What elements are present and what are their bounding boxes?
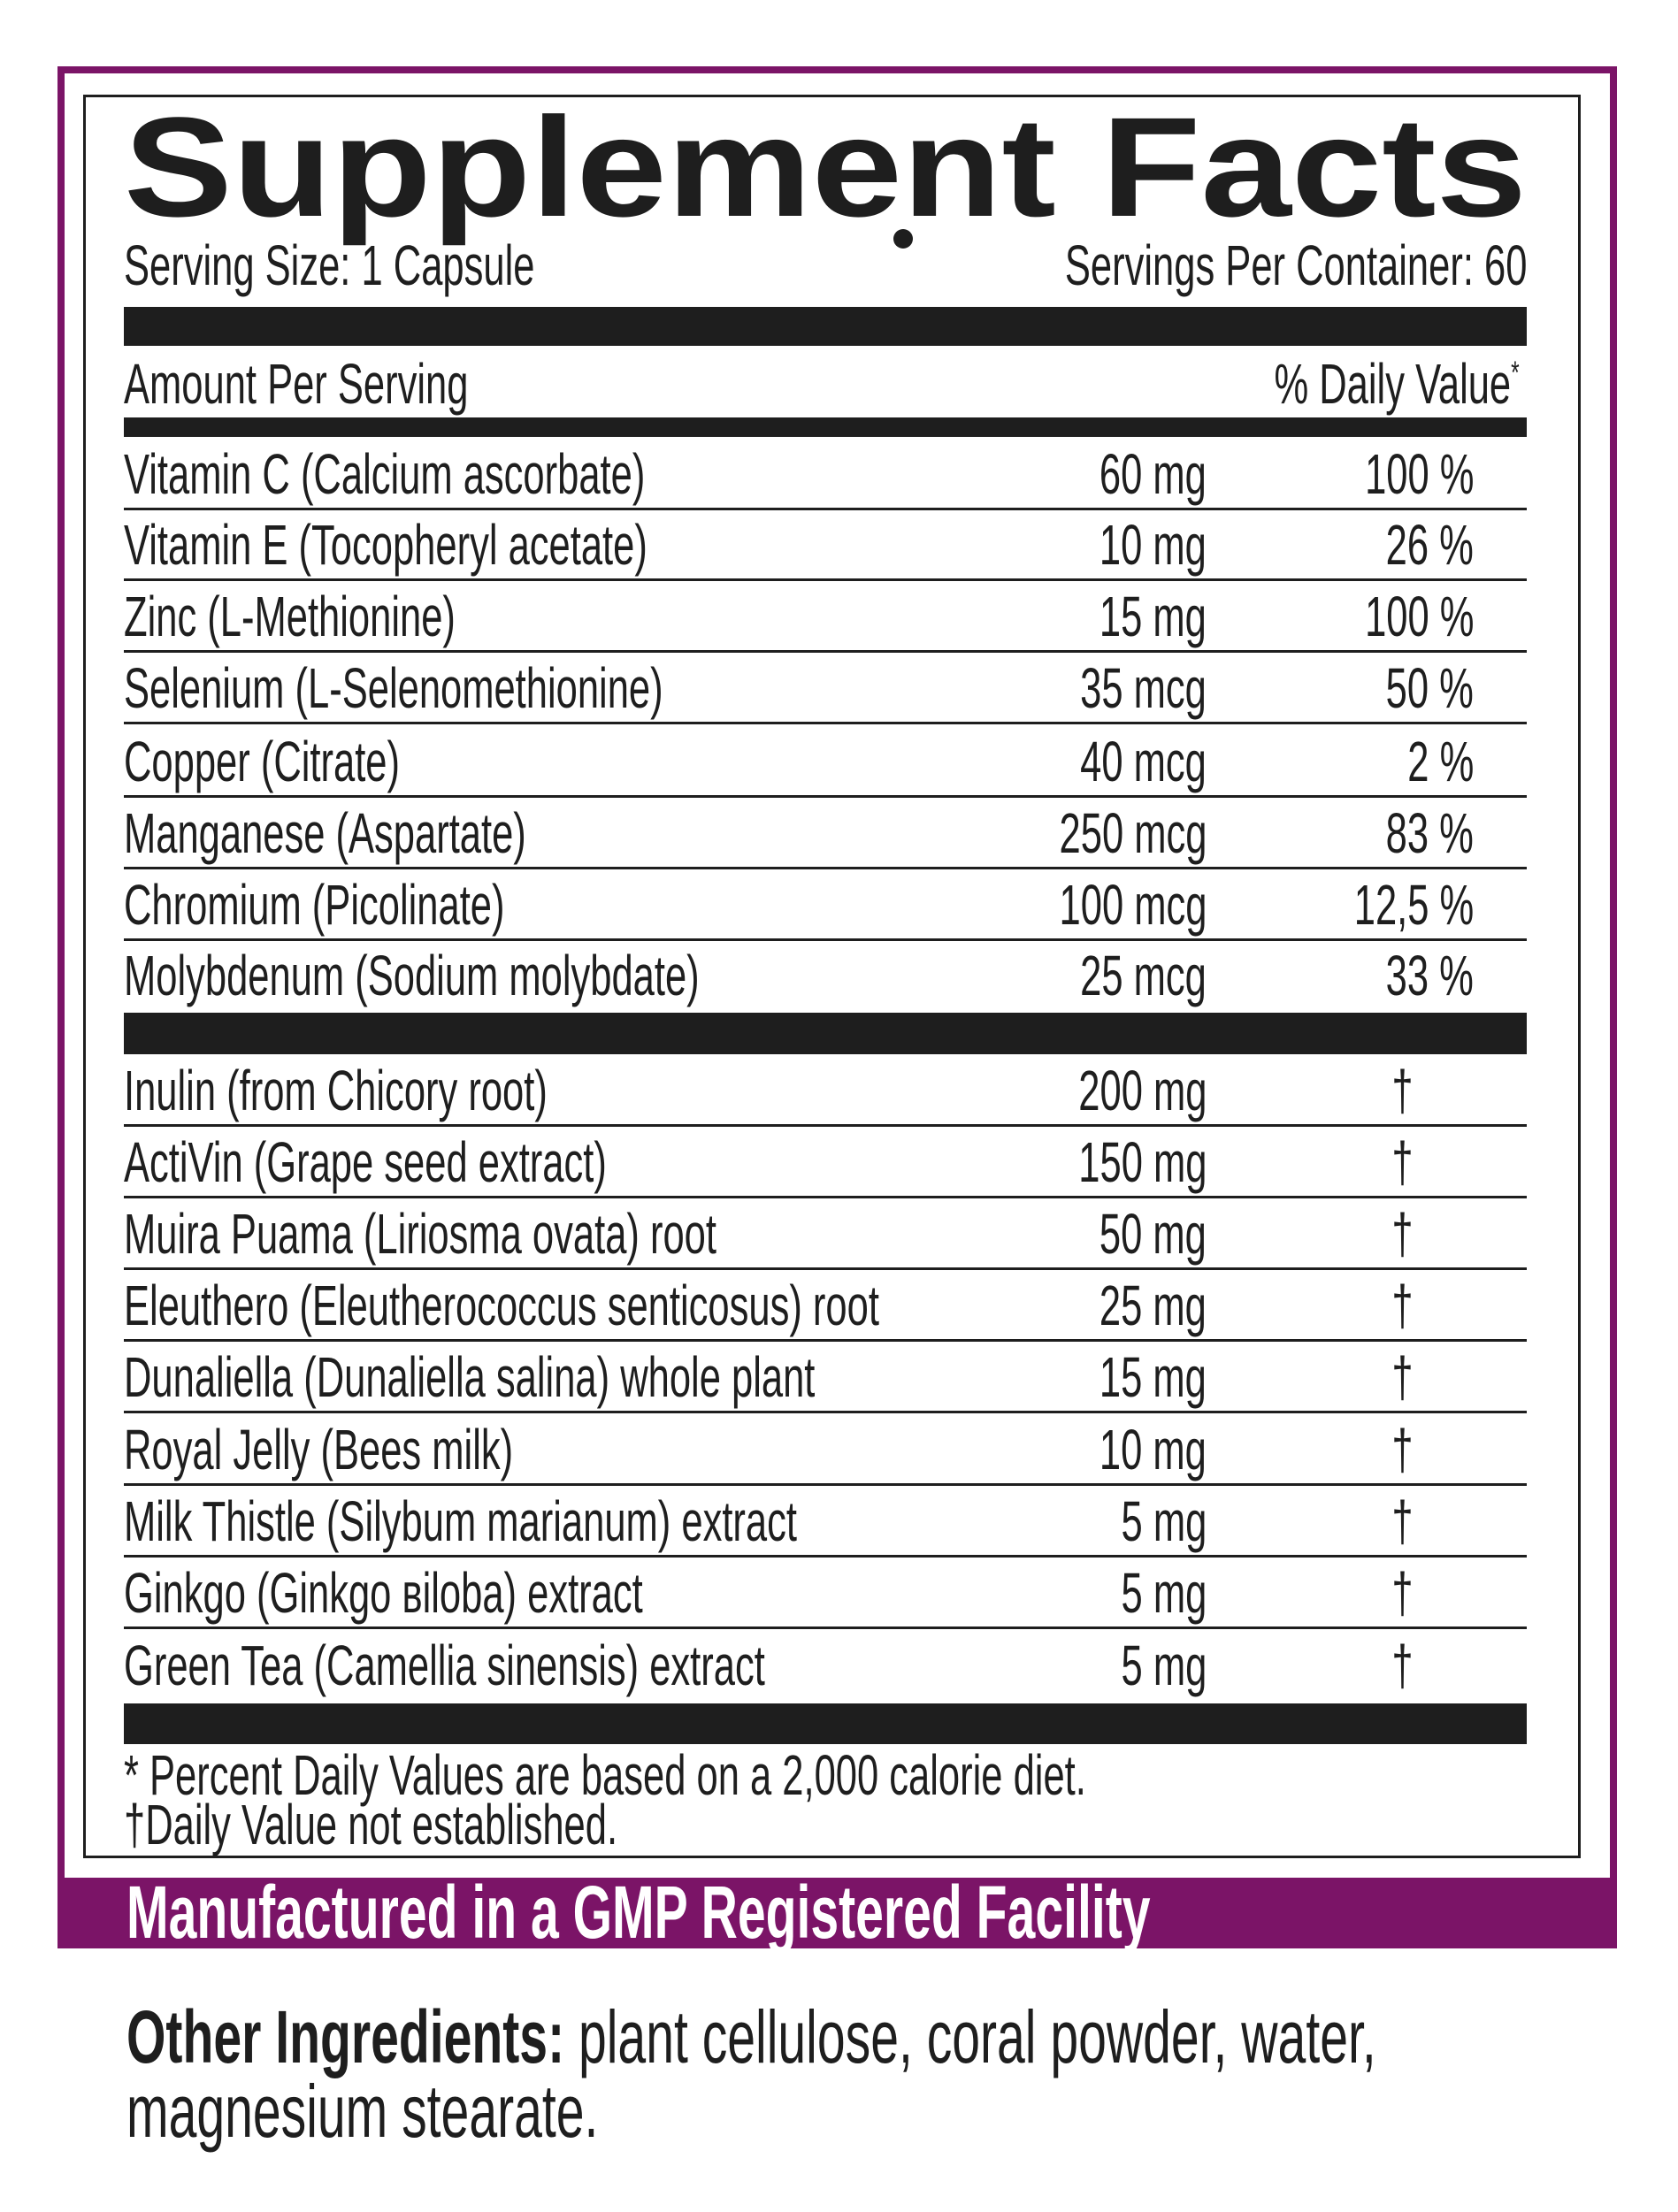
- ingredient-row: Selenium (L-Selenomethionine) 35 mcg 50 %: [124, 652, 1527, 724]
- outer-frame: [57, 66, 1617, 1948]
- ingredient-row: Manganese (Aspartate) 250 mcg 83 %: [124, 797, 1527, 869]
- ingredient-name: Muira Puama (Liriosma ovata) root: [124, 1202, 716, 1266]
- facts-title-svg: Supplement Facts: [124, 97, 1527, 246]
- ingredient-amount: 250 mcg: [1059, 801, 1207, 865]
- ingredient-amount: 5 mg: [1121, 1561, 1207, 1625]
- amount-per-serving: Amount Per Serving: [124, 352, 469, 416]
- ingredient-amount: 60 mg: [1100, 442, 1207, 506]
- ingredient-row: Vitamin C (Calcium ascorbate) 60 mg 100 %: [124, 438, 1527, 510]
- other-ingredients-text: magnesium stearate.: [126, 2070, 599, 2153]
- ingredient-row: Chromium (Picolinate) 100 mcg 12,5 %: [124, 869, 1527, 941]
- ingredient-daily-value: 50 %: [1385, 656, 1474, 720]
- other-ingredients-label: Other Ingredients:: [126, 1995, 565, 2078]
- facts-title: Supplement Facts: [124, 97, 1527, 246]
- ingredient-amount: 10 mg: [1100, 513, 1207, 577]
- daily-value-dagger: †: [1391, 1202, 1414, 1266]
- other-ingredients-text: plant cellulose, coral powder, water,: [564, 1995, 1376, 2078]
- divider-bar: [124, 1013, 1527, 1054]
- ingredient-amount: 200 mg: [1077, 1059, 1207, 1122]
- facility-banner-text: Manufactured in a GMP Registered Facilit…: [126, 1871, 1151, 1954]
- ingredient-name: Milk Thistle (Silybum marianum) extract: [124, 1489, 797, 1553]
- ingredient-daily-value: 26 %: [1385, 513, 1474, 577]
- ingredient-row: Inulin (from Chicory root) 200 mg †: [124, 1054, 1527, 1127]
- daily-value-dagger: †: [1391, 1561, 1414, 1625]
- daily-value-dagger: †: [1391, 1489, 1414, 1553]
- other-ingredients-line-2: magnesium stearate.: [126, 2067, 820, 2155]
- bullet-dot: [893, 229, 913, 249]
- ingredient-name: Molybdenum (Sodium molybdate): [124, 944, 700, 1007]
- ingredient-row: ActiVin (Grape seed extract) 150 mg †: [124, 1126, 1527, 1198]
- ingredient-row: Eleuthero (Eleutherococcus senticosus) r…: [124, 1269, 1527, 1342]
- footnote-2: †Daily Value not established.: [124, 1788, 1527, 1861]
- ingredient-name: Manganese (Aspartate): [124, 801, 526, 865]
- asterisk-mark: *: [1511, 354, 1520, 391]
- footnote-1: * Percent Daily Values are based on a 2,…: [124, 1739, 1527, 1811]
- other-ingredients-line-1: Other Ingredients: plant cellulose, cora…: [126, 1993, 1678, 2081]
- divider-bar: [124, 417, 1527, 437]
- ingredient-row: Zinc (L-Methionine) 15 mg 100 %: [124, 580, 1527, 653]
- ingredient-row: Molybdenum (Sodium molybdate) 25 mcg 33 %: [124, 939, 1527, 1012]
- ingredient-name: Green Tea (Camellia sinensis) extract: [124, 1634, 765, 1697]
- ingredient-row: Vitamin E (Tocopheryl acetate) 10 mg 26 %: [124, 509, 1527, 581]
- daily-value-header: % Daily Value*: [1275, 348, 1520, 420]
- ingredient-amount: 25 mg: [1100, 1274, 1207, 1337]
- servings-per-container: Servings Per Container: 60: [1064, 233, 1527, 297]
- ingredient-name: Ginkgo (Ginkgo вiloba) extract: [124, 1561, 643, 1625]
- daily-value-label: % Daily Value: [1274, 352, 1512, 416]
- ingredient-row: Copper (Citrate) 40 mcg 2 %: [124, 725, 1527, 798]
- divider-bar: [124, 307, 1527, 346]
- ingredient-amount: 50 mg: [1100, 1202, 1207, 1266]
- daily-value-dagger: †: [1391, 1274, 1414, 1337]
- daily-value-dagger: †: [1391, 1418, 1414, 1481]
- ingredient-amount: 25 mcg: [1080, 944, 1207, 1007]
- ingredient-daily-value: 100 %: [1364, 442, 1474, 506]
- ingredient-name: Inulin (from Chicory root): [124, 1059, 548, 1122]
- ingredient-row: Green Tea (Camellia sinensis) extract 5 m…: [124, 1629, 1527, 1702]
- ingredient-row: Milk Thistle (Silybum marianum) extract 5…: [124, 1485, 1527, 1558]
- ingredient-name: Vitamin E (Tocopheryl acetate): [124, 513, 647, 577]
- serving-size: Serving Size: 1 Capsule: [124, 233, 535, 297]
- facts-box: [83, 95, 1581, 1858]
- ingredient-daily-value: 83 %: [1385, 801, 1474, 865]
- divider-bar: [124, 1703, 1527, 1744]
- facility-banner: [57, 1878, 1617, 1948]
- ingredient-name: Royal Jelly (Bees milk): [124, 1418, 514, 1481]
- ingredient-amount: 10 mg: [1100, 1418, 1207, 1481]
- ingredient-daily-value: 12,5 %: [1353, 873, 1474, 937]
- ingredient-row: Muira Puama (Liriosma ovata) root 50 mg †: [124, 1198, 1527, 1270]
- daily-value-dagger: †: [1391, 1634, 1414, 1697]
- ingredient-amount: 5 mg: [1121, 1489, 1207, 1553]
- ingredient-name: Eleuthero (Eleutherococcus senticosus) r…: [124, 1274, 879, 1337]
- ingredient-daily-value: 100 %: [1364, 585, 1474, 648]
- serving-line: Serving Size: 1 Capsule Servings Per Con…: [124, 229, 1527, 302]
- ingredient-name: Chromium (Picolinate): [124, 873, 505, 937]
- daily-value-dagger: †: [1391, 1130, 1414, 1194]
- ingredient-daily-value: 2 %: [1407, 730, 1474, 793]
- ingredient-row: Ginkgo (Ginkgo вiloba) extract 5 mg †: [124, 1557, 1527, 1629]
- ingredient-amount: 150 mg: [1077, 1130, 1207, 1194]
- daily-value-dagger: †: [1391, 1345, 1414, 1409]
- ingredient-name: Vitamin C (Calcium ascorbate): [124, 442, 646, 506]
- footnote-text: †Daily Value not established.: [124, 1793, 618, 1856]
- ingredient-amount: 40 mcg: [1080, 730, 1207, 793]
- ingredient-name: Dunaliella (Dunaliella salina) whole pla…: [124, 1345, 816, 1409]
- ingredient-amount: 35 mcg: [1080, 656, 1207, 720]
- amount-header: Amount Per Serving % Daily Value*: [124, 348, 1527, 420]
- ingredient-amount: 15 mg: [1100, 1345, 1207, 1409]
- footnote-text: * Percent Daily Values are based on a 2,…: [124, 1743, 1086, 1807]
- ingredient-name: Selenium (L-Selenomethionine): [124, 656, 663, 720]
- ingredient-amount: 15 mg: [1100, 585, 1207, 648]
- ingredient-daily-value: 33 %: [1385, 944, 1474, 1007]
- ingredient-name: Zinc (L-Methionine): [124, 585, 456, 648]
- ingredient-name: ActiVin (Grape seed extract): [124, 1130, 607, 1194]
- ingredient-amount: 5 mg: [1121, 1634, 1207, 1697]
- daily-value-dagger: †: [1391, 1059, 1414, 1122]
- ingredient-row: Dunaliella (Dunaliella salina) whole pla…: [124, 1341, 1527, 1413]
- ingredient-name: Copper (Citrate): [124, 730, 400, 793]
- ingredient-amount: 100 mcg: [1059, 873, 1207, 937]
- ingredient-row: Royal Jelly (Bees milk) 10 mg †: [124, 1413, 1527, 1486]
- facility-banner-text-wrap: Manufactured in a GMP Registered Facilit…: [126, 1868, 1632, 1956]
